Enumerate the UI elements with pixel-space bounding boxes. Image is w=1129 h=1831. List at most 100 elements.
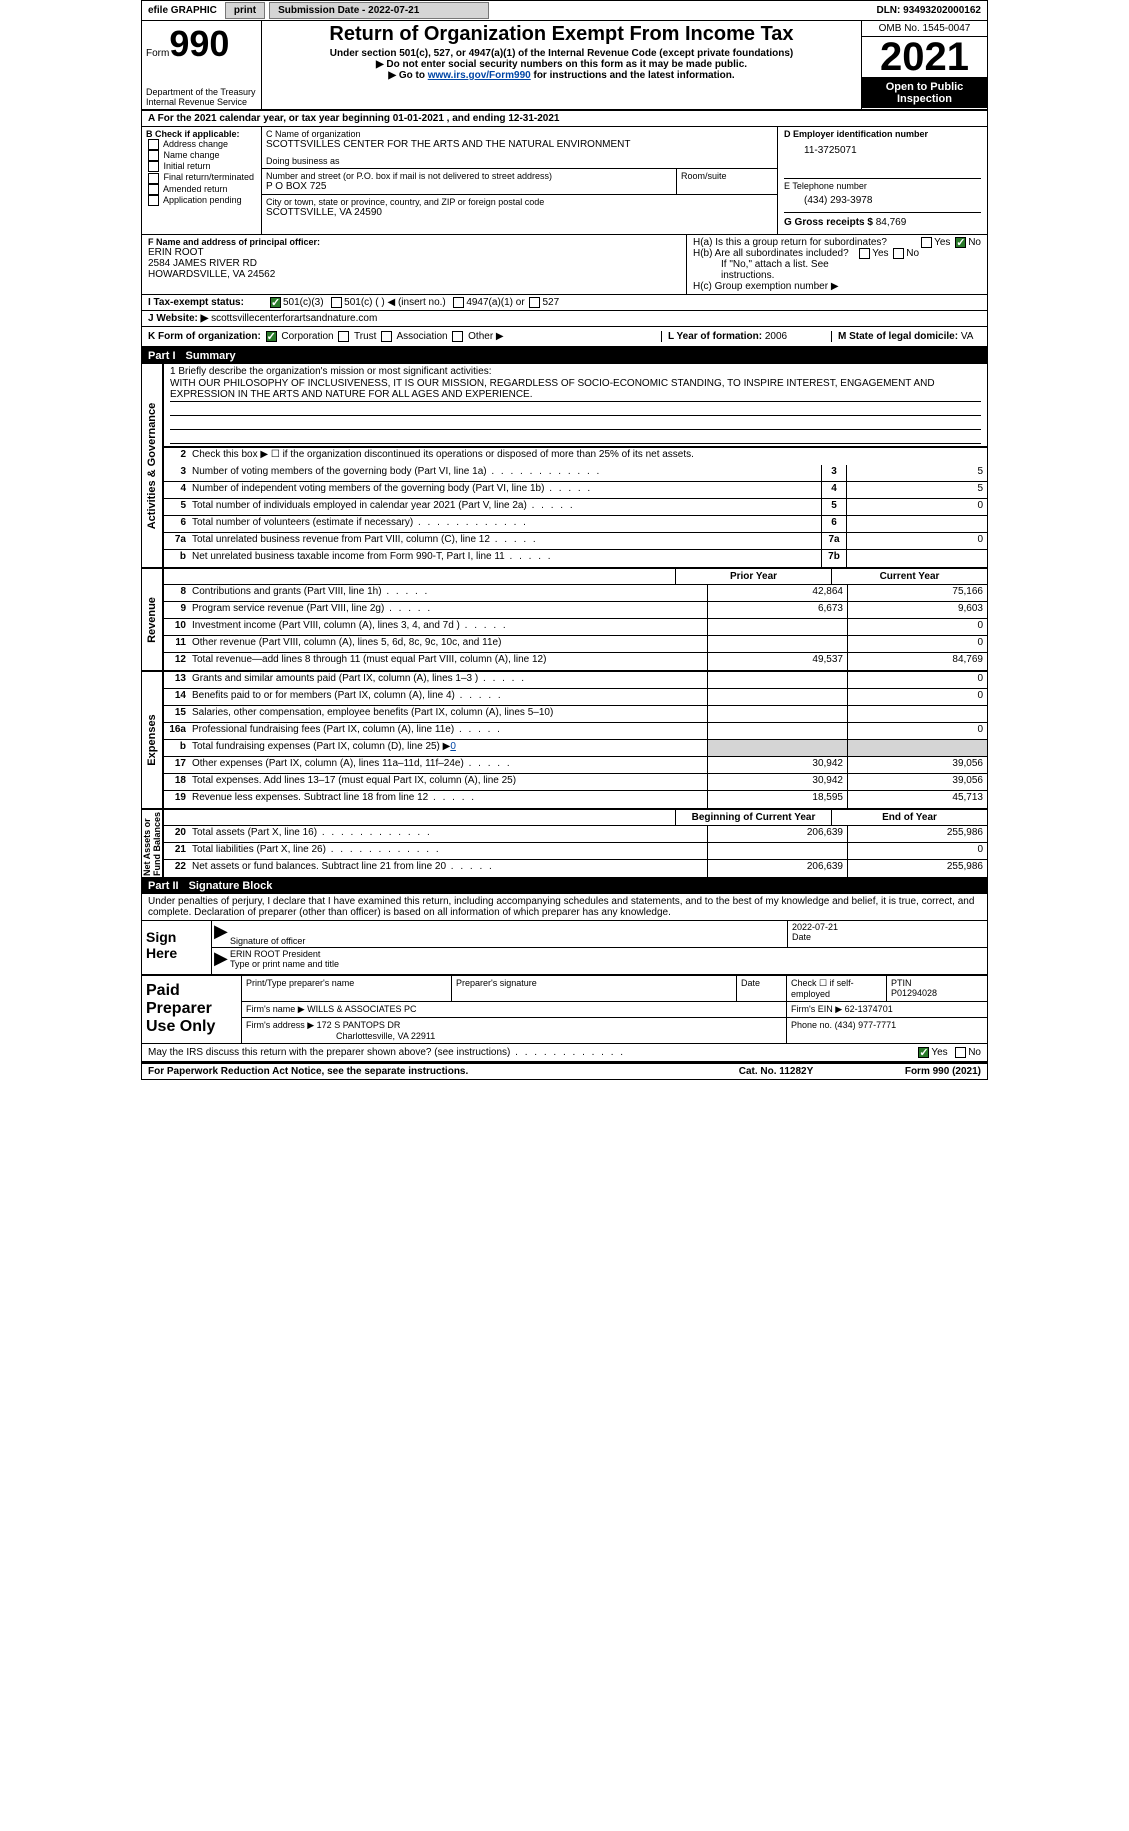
chk-4947[interactable]	[453, 297, 464, 308]
line-3: 3Number of voting members of the governi…	[164, 465, 987, 482]
prior-year-hdr: Prior Year	[675, 569, 831, 584]
gross-receipts-value: 84,769	[876, 217, 907, 228]
year-formation: 2006	[765, 331, 787, 342]
row-m: M State of legal domicile: VA	[831, 331, 981, 342]
chk-527[interactable]	[529, 297, 540, 308]
mission-block: 1 Briefly describe the organization's mi…	[164, 364, 987, 448]
sig-arrow-icon-2: ▶	[212, 948, 226, 974]
prep-ptin: PTINP01294028	[887, 976, 987, 1001]
ein-label: D Employer identification number	[784, 129, 981, 139]
officer-name-title: ERIN ROOT President Type or print name a…	[226, 948, 987, 974]
vlabel-expenses: Expenses	[142, 672, 164, 808]
hb-no-checkbox[interactable]	[893, 248, 904, 259]
boy-hdr: Beginning of Current Year	[675, 810, 831, 825]
part-2-num: Part II	[148, 880, 189, 892]
chk-amended-return[interactable]: Amended return	[146, 184, 257, 195]
form-990-big: 990	[169, 23, 229, 64]
chk-application-pending[interactable]: Application pending	[146, 195, 257, 206]
phone-value: (434) 293-3978	[784, 195, 981, 206]
tax-year: 2021	[862, 37, 987, 78]
row-m-label: M State of legal domicile:	[838, 331, 958, 342]
footer-left: For Paperwork Reduction Act Notice, see …	[148, 1066, 701, 1077]
print-button[interactable]: print	[225, 2, 265, 19]
paid-preparer-right: Print/Type preparer's name Preparer's si…	[242, 976, 987, 1043]
city-cell: City or town, state or province, country…	[262, 195, 777, 220]
na-col-header: Beginning of Current Year End of Year	[164, 810, 987, 826]
row-k-label: K Form of organization:	[148, 331, 261, 342]
form-prefix: Form	[146, 48, 169, 59]
phone-label: E Telephone number	[784, 181, 981, 191]
discuss-text: May the IRS discuss this return with the…	[148, 1047, 916, 1058]
officer-addr2: HOWARDSVILLE, VA 24562	[148, 269, 680, 280]
line-4: 4Number of independent voting members of…	[164, 482, 987, 499]
discuss-no-checkbox[interactable]	[955, 1047, 966, 1058]
signature-line: ▶ Signature of officer 2022-07-21 Date	[212, 921, 987, 948]
mission-blank-3	[170, 430, 981, 444]
org-name: SCOTTSVILLES CENTER FOR THE ARTS AND THE…	[266, 139, 773, 150]
line-2: 2 Check this box ▶ ☐ if the organization…	[164, 448, 987, 465]
officer-name: ERIN ROOT	[148, 247, 680, 258]
chk-address-change[interactable]: Address change	[146, 139, 257, 150]
h-c-row: H(c) Group exemption number ▶	[693, 281, 981, 292]
chk-trust[interactable]	[338, 331, 349, 342]
section-expenses: Expenses 13Grants and similar amounts pa…	[142, 672, 987, 810]
box-c: C Name of organization SCOTTSVILLES CENT…	[262, 127, 777, 234]
chk-corporation[interactable]	[266, 331, 277, 342]
part-1-title: Summary	[186, 350, 236, 362]
box-g: G Gross receipts $ 84,769	[784, 213, 981, 232]
vlabel-revenue: Revenue	[142, 569, 164, 670]
discuss-yes-checkbox[interactable]	[918, 1047, 929, 1058]
dept-treasury: Department of the Treasury Internal Reve…	[146, 87, 257, 107]
header-sub2: ▶ Do not enter social security numbers o…	[266, 59, 857, 70]
header-left: Form990 Department of the Treasury Inter…	[142, 21, 262, 109]
chk-final-return[interactable]: Final return/terminated	[146, 172, 257, 183]
box-h: H(a) Is this a group return for subordin…	[687, 235, 987, 294]
ha-yes-checkbox[interactable]	[921, 237, 932, 248]
header-middle: Return of Organization Exempt From Incom…	[262, 21, 861, 109]
chk-other[interactable]	[452, 331, 463, 342]
line-18: 18Total expenses. Add lines 13–17 (must …	[164, 774, 987, 791]
part-1-num: Part I	[148, 350, 186, 362]
line-19: 19Revenue less expenses. Subtract line 1…	[164, 791, 987, 808]
discuss-row: May the IRS discuss this return with the…	[142, 1044, 987, 1063]
line-7b: bNet unrelated business taxable income f…	[164, 550, 987, 567]
revenue-body: Prior Year Current Year 8Contributions a…	[164, 569, 987, 670]
row-j-label: J Website: ▶	[148, 313, 208, 324]
website-value: scottsvillecenterforartsandnature.com	[211, 313, 377, 324]
hb-yes-checkbox[interactable]	[859, 248, 870, 259]
fundraising-link[interactable]: 0	[450, 741, 456, 752]
ein-value: 11-3725071	[784, 145, 981, 156]
chk-501c[interactable]	[331, 297, 342, 308]
header-sub1: Under section 501(c), 527, or 4947(a)(1)…	[266, 48, 857, 59]
irs-link[interactable]: www.irs.gov/Form990	[428, 70, 531, 81]
prep-row-2: Firm's name ▶ WILLS & ASSOCIATES PC Firm…	[242, 1002, 987, 1018]
line-11: 11Other revenue (Part VIII, column (A), …	[164, 636, 987, 653]
chk-name-change[interactable]: Name change	[146, 150, 257, 161]
footer-right: Form 990 (2021)	[851, 1066, 981, 1077]
ha-no-checkbox[interactable]	[955, 237, 966, 248]
chk-501c3[interactable]	[270, 297, 281, 308]
revenue-col-header: Prior Year Current Year	[164, 569, 987, 585]
sign-here-label: Sign Here	[142, 921, 212, 974]
dln-label: DLN: 93493202000162	[870, 3, 987, 18]
line-8: 8Contributions and grants (Part VIII, li…	[164, 585, 987, 602]
h-a-label: H(a) Is this a group return for subordin…	[693, 237, 887, 248]
prep-selfemp: Check ☐ if self-employed	[787, 976, 887, 1001]
row-i-tax-exempt: I Tax-exempt status: 501(c)(3) 501(c) ( …	[142, 295, 987, 311]
firm-name: Firm's name ▶ WILLS & ASSOCIATES PC	[242, 1002, 787, 1017]
row-a-calendar-year: A For the 2021 calendar year, or tax yea…	[142, 111, 987, 127]
city-value: SCOTTSVILLE, VA 24590	[266, 207, 773, 218]
sig-arrow-icon: ▶	[212, 921, 226, 947]
prep-row-3: Firm's address ▶ 172 S PANTOPS DR Charlo…	[242, 1018, 987, 1043]
sign-here-right: ▶ Signature of officer 2022-07-21 Date ▶…	[212, 921, 987, 974]
prep-sig-lbl: Preparer's signature	[452, 976, 737, 1001]
row-l: L Year of formation: 2006	[661, 331, 831, 342]
line-10: 10Investment income (Part VIII, column (…	[164, 619, 987, 636]
submission-date-button[interactable]: Submission Date - 2022-07-21	[269, 2, 489, 19]
part-2-title: Signature Block	[189, 880, 273, 892]
state-domicile: VA	[961, 331, 974, 342]
box-b-label: B Check if applicable:	[146, 129, 257, 139]
chk-association[interactable]	[381, 331, 392, 342]
mission-label: 1 Briefly describe the organization's mi…	[170, 366, 981, 377]
chk-initial-return[interactable]: Initial return	[146, 161, 257, 172]
